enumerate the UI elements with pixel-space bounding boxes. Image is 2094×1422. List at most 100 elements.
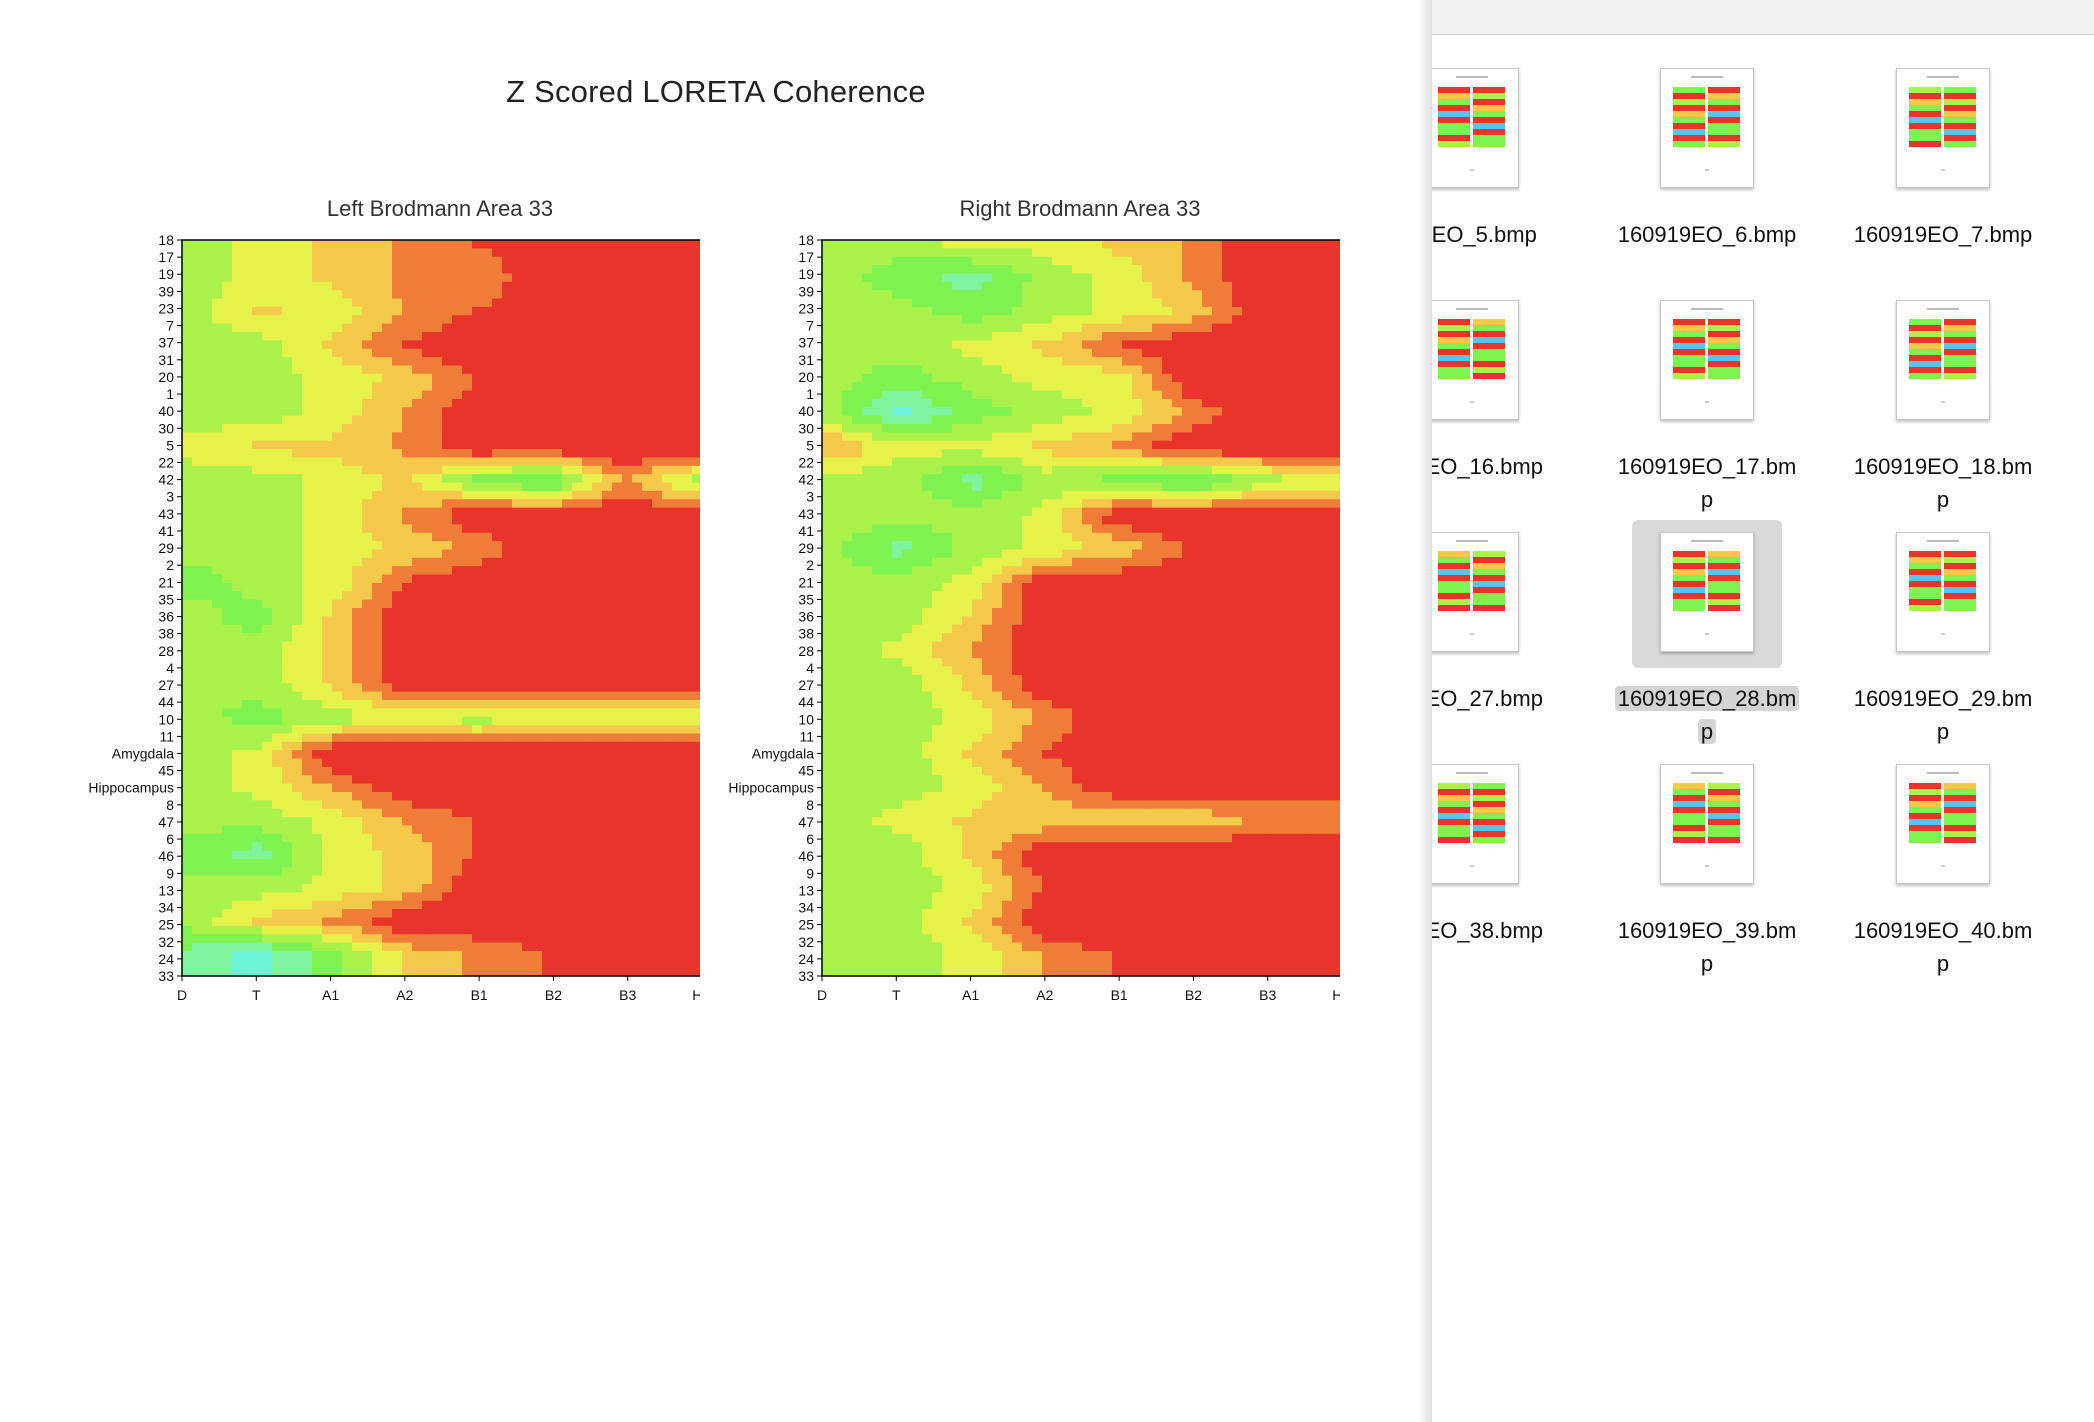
heatmap-cell [202,741,213,751]
heatmap-cell [592,281,603,291]
heatmap-cell [432,557,443,567]
heatmap-cell [302,817,313,827]
heatmap-cell [452,265,463,275]
heatmap-cell [682,273,693,283]
heatmap-cell [432,591,443,601]
heatmap-cell [542,273,553,283]
heatmap-cell [532,290,543,300]
heatmap-cell [252,666,263,676]
heatmap-cell [642,306,653,316]
heatmap-cell [572,808,583,818]
heatmap-cell [632,524,643,534]
heatmap-cell [392,616,403,626]
heatmap-cell [422,875,433,885]
heatmap-cell [652,424,663,433]
heatmap-cell [292,323,303,333]
heatmap-cell [602,499,613,509]
heatmap-cell [562,741,573,751]
heatmap-cell [322,582,333,592]
heatmap-cell [672,398,683,408]
heatmap-cell [212,950,223,960]
heatmap-cell [542,867,553,877]
heatmap-cell [322,733,333,743]
heatmap-cell [382,766,393,776]
heatmap-cell [422,281,433,291]
heatmap-cell [632,541,643,551]
heatmap-cell [652,674,663,684]
heatmap-cell [512,708,523,718]
heatmap-cell [562,867,573,877]
heatmap-cell [562,792,573,801]
heatmap-cell [302,825,313,835]
heatmap-cell [352,298,363,308]
heatmap-cell [492,256,503,266]
heatmap-cell [672,766,683,776]
heatmap-cell [392,398,403,408]
heatmap-cell [462,800,473,810]
heatmap-cell [612,750,623,760]
heatmap-cell [242,850,253,860]
heatmap-cell [282,950,293,960]
heatmap-cell [282,549,293,559]
heatmap-cell [912,240,923,249]
heatmap-cell [322,323,333,333]
heatmap-cell [182,909,193,919]
heatmap-cell [312,541,323,551]
heatmap-cell [442,641,453,651]
heatmap-cell [412,574,423,584]
heatmap-cell [642,240,653,249]
heatmap-cell [632,825,643,835]
heatmap-cell [272,741,283,751]
heatmap-cell [1312,240,1323,249]
heatmap-cell [862,256,873,266]
y-tick-label: 18 [158,232,174,248]
heatmap-cell [312,909,323,919]
heatmap-cell [442,691,453,701]
heatmap-cell [442,240,453,249]
heatmap-cell [872,256,883,266]
heatmap-cell [562,315,573,325]
heatmap-cell [682,950,693,960]
heatmap-cell [252,842,263,852]
heatmap-cell [422,608,433,617]
heatmap-cell [532,683,543,693]
heatmap-cell [502,407,513,417]
heatmap-cell [362,608,373,617]
heatmap-cell [362,649,373,659]
heatmap-cell [562,574,573,584]
heatmap-cell [522,382,533,392]
heatmap-cell [312,683,323,693]
heatmap-cell [392,440,403,450]
heatmap-cell [252,733,263,743]
y-tick-label: 2 [166,557,174,573]
heatmap-cell [442,574,453,584]
heatmap-cell [252,716,263,726]
heatmap-cell [612,482,623,492]
heatmap-cell [232,574,243,584]
heatmap-cell [692,348,700,358]
y-tick-label: 39 [158,283,174,299]
heatmap-cell [672,348,683,358]
heatmap-cell [1192,240,1203,249]
heatmap-cell [412,415,423,425]
heatmap-cell [222,649,233,659]
heatmap-cell [192,666,203,676]
heatmap-cell [202,725,213,735]
heatmap-cell [362,967,373,977]
heatmap-cell [372,817,383,827]
heatmap-cell [622,925,633,935]
heatmap-cell [392,674,403,684]
heatmap-cell [222,725,233,735]
heatmap-cell [392,332,403,341]
heatmap-cell [232,641,243,651]
heatmap-cell [692,273,700,283]
heatmap-cell [992,265,1003,275]
heatmap-cell [432,298,443,308]
heatmap-cell [652,474,663,484]
heatmap-cell [632,440,643,450]
heatmap-cell [552,942,563,952]
heatmap-cell [362,825,373,835]
y-tick-label: 46 [158,848,174,864]
heatmap-cell [692,842,700,852]
heatmap-cell [492,524,503,534]
